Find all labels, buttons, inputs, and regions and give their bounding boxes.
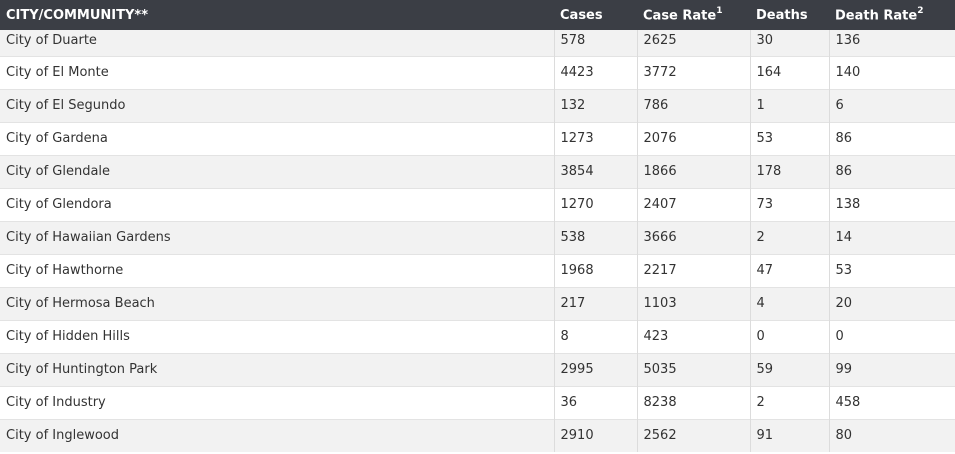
cell-cases: 132 (554, 88, 638, 122)
cell-case-rate: 2076 (637, 121, 751, 155)
table-row: City of Glendora 1270 2407 73 138 (0, 187, 955, 221)
cell-cases: 1968 (554, 253, 638, 287)
table-row: City of Huntington Park 2995 5035 59 99 (0, 352, 955, 386)
cell-deaths: 2 (750, 220, 830, 254)
cell-cases: 1270 (554, 187, 638, 221)
cell-case-rate: 8238 (637, 385, 751, 419)
table-row: City of El Monte 4423 3772 164 140 (0, 55, 955, 89)
cell-deaths: 1 (750, 88, 830, 122)
cell-deaths: 178 (750, 154, 830, 188)
cell-death-rate: 458 (829, 385, 955, 419)
cell-deaths: 53 (750, 121, 830, 155)
cell-death-rate: 140 (829, 55, 955, 89)
cell-case-rate: 2407 (637, 187, 751, 221)
cell-death-rate: 138 (829, 187, 955, 221)
cell-case-rate: 3666 (637, 220, 751, 254)
table-row: City of Industry 36 8238 2 458 (0, 385, 955, 419)
cell-city: City of Industry (0, 385, 555, 419)
table-row: City of Hawthorne 1968 2217 47 53 (0, 253, 955, 287)
cell-city: City of Duarte (0, 30, 555, 56)
header-deaths[interactable]: Deaths (750, 0, 829, 30)
cell-case-rate: 5035 (637, 352, 751, 386)
cell-death-rate: 53 (829, 253, 955, 287)
header-city-community[interactable]: CITY/COMMUNITY** (0, 0, 554, 30)
cell-city: City of Hawthorne (0, 253, 555, 287)
cell-deaths: 73 (750, 187, 830, 221)
table-row: City of Hawaiian Gardens 538 3666 2 14 (0, 220, 955, 254)
cell-case-rate: 2625 (637, 30, 751, 56)
cell-cases: 36 (554, 385, 638, 419)
table-row: City of Duarte 578 2625 30 136 (0, 30, 955, 56)
cell-deaths: 2 (750, 385, 830, 419)
table-row: City of Gardena 1273 2076 53 86 (0, 121, 955, 155)
cell-deaths: 164 (750, 55, 830, 89)
cell-city: City of Glendora (0, 187, 555, 221)
cell-city: City of Glendale (0, 154, 555, 188)
table-row: City of Glendale 3854 1866 178 86 (0, 154, 955, 188)
cell-city: City of Huntington Park (0, 352, 555, 386)
header-case-rate[interactable]: Case Rate1 (637, 0, 750, 30)
cell-deaths: 30 (750, 30, 830, 56)
cell-cases: 8 (554, 319, 638, 353)
cell-city: City of Inglewood (0, 418, 555, 452)
cell-case-rate: 2562 (637, 418, 751, 452)
cell-case-rate: 1103 (637, 286, 751, 320)
cell-death-rate: 80 (829, 418, 955, 452)
cell-city: City of El Monte (0, 55, 555, 89)
cell-city: City of Gardena (0, 121, 555, 155)
table-row: City of Inglewood 2910 2562 91 80 (0, 418, 955, 452)
cell-city: City of Hermosa Beach (0, 286, 555, 320)
cell-cases: 217 (554, 286, 638, 320)
cell-deaths: 0 (750, 319, 830, 353)
header-row: CITY/COMMUNITY** Cases Case Rate1 Deaths… (0, 0, 955, 30)
cell-cases: 578 (554, 30, 638, 56)
cell-death-rate: 86 (829, 121, 955, 155)
cell-death-rate: 6 (829, 88, 955, 122)
cell-case-rate: 423 (637, 319, 751, 353)
cell-death-rate: 14 (829, 220, 955, 254)
cell-deaths: 59 (750, 352, 830, 386)
cell-case-rate: 1866 (637, 154, 751, 188)
table-row: City of Hermosa Beach 217 1103 4 20 (0, 286, 955, 320)
cell-city: City of Hidden Hills (0, 319, 555, 353)
cell-cases: 2910 (554, 418, 638, 452)
cell-city: City of El Segundo (0, 88, 555, 122)
cell-cases: 4423 (554, 55, 638, 89)
cell-cases: 2995 (554, 352, 638, 386)
cell-city: City of Hawaiian Gardens (0, 220, 555, 254)
cell-death-rate: 99 (829, 352, 955, 386)
footnote-marker: 1 (716, 5, 723, 16)
table-body: City of Duarte 578 2625 30 136 City of El Mon… (0, 30, 955, 452)
cell-case-rate: 2217 (637, 253, 751, 287)
cell-death-rate: 136 (829, 30, 955, 56)
cell-death-rate: 86 (829, 154, 955, 188)
cell-case-rate: 3772 (637, 55, 751, 89)
header-cases[interactable]: Cases (554, 0, 637, 30)
cell-cases: 1273 (554, 121, 638, 155)
cell-case-rate: 786 (637, 88, 751, 122)
cell-deaths: 47 (750, 253, 830, 287)
cell-deaths: 91 (750, 418, 830, 452)
footnote-marker: 2 (917, 5, 924, 16)
cell-cases: 3854 (554, 154, 638, 188)
cell-death-rate: 20 (829, 286, 955, 320)
header-death-rate[interactable]: Death Rate2 (829, 0, 955, 30)
cell-deaths: 4 (750, 286, 830, 320)
cell-cases: 538 (554, 220, 638, 254)
table-row: City of Hidden Hills 8 423 0 0 (0, 319, 955, 353)
table-row: City of El Segundo 132 786 1 6 (0, 88, 955, 122)
cell-death-rate: 0 (829, 319, 955, 353)
